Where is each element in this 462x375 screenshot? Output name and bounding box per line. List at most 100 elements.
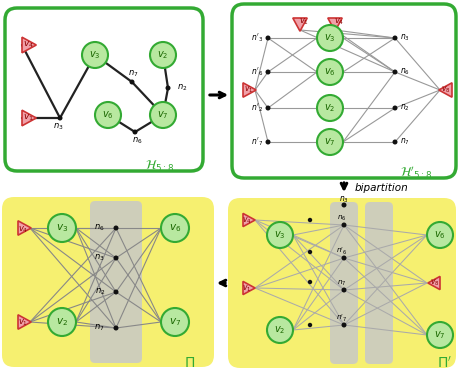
Circle shape bbox=[427, 222, 453, 248]
Text: $n_7$: $n_7$ bbox=[128, 69, 138, 79]
Circle shape bbox=[393, 69, 397, 75]
Circle shape bbox=[48, 214, 76, 242]
Text: $v_3$: $v_3$ bbox=[56, 222, 68, 234]
Text: $v_1$: $v_1$ bbox=[18, 318, 28, 328]
Circle shape bbox=[393, 140, 397, 144]
Circle shape bbox=[341, 222, 346, 228]
Polygon shape bbox=[428, 276, 440, 290]
Circle shape bbox=[393, 36, 397, 40]
Text: $v_8$: $v_8$ bbox=[441, 85, 451, 95]
Circle shape bbox=[114, 326, 118, 330]
Circle shape bbox=[161, 214, 189, 242]
Text: $v_1$: $v_1$ bbox=[244, 85, 254, 95]
Text: bipartition: bipartition bbox=[355, 183, 409, 193]
Circle shape bbox=[341, 288, 346, 292]
Text: $v_7$: $v_7$ bbox=[169, 316, 181, 328]
FancyBboxPatch shape bbox=[228, 198, 456, 368]
Circle shape bbox=[308, 250, 312, 254]
Text: $n'_7$: $n'_7$ bbox=[336, 312, 348, 324]
Text: $\mathcal{H}_{5:8}$: $\mathcal{H}_{5:8}$ bbox=[145, 159, 175, 174]
Text: $v_2$: $v_2$ bbox=[324, 102, 336, 114]
Circle shape bbox=[317, 25, 343, 51]
Text: $n'_7$: $n'_7$ bbox=[251, 136, 263, 148]
Text: $v_2$: $v_2$ bbox=[274, 324, 286, 336]
Polygon shape bbox=[18, 221, 31, 235]
Text: $v_3$: $v_3$ bbox=[89, 49, 101, 61]
Circle shape bbox=[266, 36, 270, 40]
Text: $n_6$: $n_6$ bbox=[400, 67, 410, 77]
Polygon shape bbox=[243, 83, 256, 97]
Text: $v_7$: $v_7$ bbox=[434, 329, 446, 341]
Text: $n_3$: $n_3$ bbox=[94, 253, 105, 263]
Circle shape bbox=[266, 140, 270, 144]
FancyBboxPatch shape bbox=[2, 197, 214, 367]
Text: $n_3$: $n_3$ bbox=[339, 195, 349, 205]
FancyBboxPatch shape bbox=[90, 201, 142, 363]
Text: $v_4$: $v_4$ bbox=[334, 17, 344, 27]
Text: $n_6$: $n_6$ bbox=[132, 136, 142, 146]
Text: $v_4$: $v_4$ bbox=[23, 40, 33, 50]
Polygon shape bbox=[22, 110, 36, 126]
Text: $v_1$: $v_1$ bbox=[242, 284, 252, 294]
Circle shape bbox=[308, 323, 312, 327]
Circle shape bbox=[317, 129, 343, 155]
Text: $v_3$: $v_3$ bbox=[274, 229, 286, 241]
Text: $v_1$: $v_1$ bbox=[23, 113, 33, 123]
Circle shape bbox=[133, 129, 138, 135]
Polygon shape bbox=[18, 315, 31, 329]
Circle shape bbox=[161, 308, 189, 336]
Circle shape bbox=[317, 95, 343, 121]
Text: $n_3$: $n_3$ bbox=[53, 122, 63, 132]
Circle shape bbox=[317, 59, 343, 85]
FancyBboxPatch shape bbox=[330, 202, 358, 364]
Text: $n_7$: $n_7$ bbox=[94, 323, 105, 333]
Text: $\Pi$: $\Pi$ bbox=[184, 356, 195, 370]
Text: $v_2$: $v_2$ bbox=[158, 49, 169, 61]
Polygon shape bbox=[293, 18, 307, 31]
Text: $n'_3$: $n'_3$ bbox=[251, 32, 263, 44]
Circle shape bbox=[308, 280, 312, 284]
Text: $v_6$: $v_6$ bbox=[434, 229, 446, 241]
Text: $n'_6$: $n'_6$ bbox=[251, 66, 263, 78]
Text: $n_6$: $n_6$ bbox=[94, 223, 105, 233]
Text: $n_7$: $n_7$ bbox=[400, 137, 410, 147]
Text: $v_8$: $v_8$ bbox=[430, 278, 440, 288]
Text: $v_6$: $v_6$ bbox=[324, 66, 336, 78]
Circle shape bbox=[82, 42, 108, 68]
Text: $n'_2$: $n'_2$ bbox=[251, 102, 263, 114]
Text: $v_6$: $v_6$ bbox=[102, 109, 114, 121]
Text: $n_3$: $n_3$ bbox=[400, 33, 410, 43]
Text: $v_4$: $v_4$ bbox=[242, 216, 252, 226]
Text: $v_6$: $v_6$ bbox=[169, 222, 181, 234]
Text: $v_1$: $v_1$ bbox=[299, 17, 309, 27]
Circle shape bbox=[150, 102, 176, 128]
Circle shape bbox=[114, 290, 118, 294]
Polygon shape bbox=[243, 281, 255, 295]
Text: $n_2$: $n_2$ bbox=[95, 287, 105, 297]
Circle shape bbox=[57, 116, 62, 120]
Polygon shape bbox=[22, 37, 36, 53]
Text: $n_6$: $n_6$ bbox=[337, 213, 347, 223]
Text: $n_2$: $n_2$ bbox=[400, 103, 410, 113]
Circle shape bbox=[341, 255, 346, 261]
Circle shape bbox=[267, 222, 293, 248]
Circle shape bbox=[114, 255, 118, 261]
Text: $v_2$: $v_2$ bbox=[56, 316, 68, 328]
Text: $v_7$: $v_7$ bbox=[157, 109, 169, 121]
Polygon shape bbox=[439, 83, 452, 97]
FancyBboxPatch shape bbox=[365, 202, 393, 364]
Circle shape bbox=[427, 322, 453, 348]
Circle shape bbox=[308, 218, 312, 222]
Polygon shape bbox=[328, 18, 342, 31]
Text: $v_7$: $v_7$ bbox=[324, 136, 336, 148]
Circle shape bbox=[129, 80, 134, 84]
Circle shape bbox=[266, 105, 270, 111]
Circle shape bbox=[165, 86, 170, 90]
Circle shape bbox=[267, 317, 293, 343]
Text: $n_7$: $n_7$ bbox=[337, 278, 346, 288]
Circle shape bbox=[150, 42, 176, 68]
Circle shape bbox=[341, 202, 346, 207]
Text: $n_2$: $n_2$ bbox=[177, 83, 188, 93]
Circle shape bbox=[266, 69, 270, 75]
Text: $\mathcal{H}'_{5:8}$: $\mathcal{H}'_{5:8}$ bbox=[400, 165, 432, 181]
